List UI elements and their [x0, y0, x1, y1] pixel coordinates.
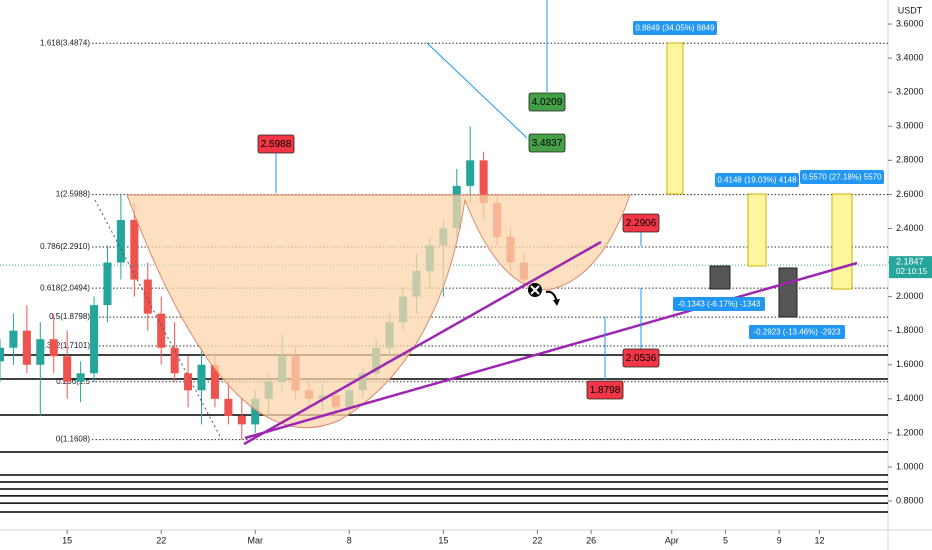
- y-tick-label: 1.4000: [896, 393, 924, 403]
- candle-body: [90, 305, 99, 374]
- background-layer: 1.618(3.4874) 1(2.5988) 0.786(2.2910) 0.618…: [0, 38, 888, 513]
- trendline: [244, 261, 858, 440]
- candle-body: [210, 364, 219, 399]
- candle-body: [197, 364, 206, 391]
- x-tick-label: Apr: [665, 535, 679, 545]
- annotation-label: 2.2906: [626, 218, 657, 229]
- candle-body: [251, 398, 260, 425]
- y-tick-label: 0.8000: [896, 495, 924, 505]
- candle-body: [49, 339, 58, 357]
- fib-trend: [94, 199, 223, 441]
- drawings: [94, 0, 858, 446]
- candle-body: [22, 330, 31, 365]
- long-position: [666, 42, 684, 195]
- candle-body: [76, 373, 85, 382]
- x-tick-label: 22: [156, 535, 166, 545]
- annotation-label: 0.8849 (34.05%) 8849: [635, 24, 715, 33]
- annotation-label: -0.2923 (-13.46%) -2923: [753, 328, 841, 337]
- currency-label: USDT: [898, 5, 923, 15]
- long-position: [747, 193, 767, 267]
- annotation-label: 1.8798: [590, 385, 621, 396]
- cup-and-handle: [126, 194, 631, 429]
- annotation-label: 3.4837: [532, 138, 563, 149]
- annotation-box: [528, 92, 566, 112]
- y-tick-label: 1.8000: [896, 325, 924, 335]
- fib-label: 0.236(1.5: [56, 377, 90, 386]
- y-tick-label: 3.0000: [896, 121, 924, 131]
- annotation-box: [622, 213, 660, 233]
- annotation-box: [800, 170, 884, 184]
- measure-line: [426, 42, 528, 139]
- fib-label: 0.382(1.7101): [40, 341, 90, 350]
- candle-body: [224, 398, 233, 416]
- candle-body: [479, 160, 488, 203]
- x-tick-label: 8: [347, 535, 352, 545]
- last-price-label: 2.1847: [896, 257, 924, 267]
- x-tick-label: 15: [62, 535, 72, 545]
- annotation-label: 0.5570 (27.18%) 5570: [802, 173, 882, 182]
- candle-body: [466, 160, 475, 186]
- candle-body: [130, 219, 139, 280]
- candle-body: [0, 347, 5, 362]
- annotation-box: [586, 380, 624, 400]
- x-tick-label: 15: [438, 535, 448, 545]
- candle-body: [36, 339, 45, 365]
- y-tick-label: 2.4000: [896, 223, 924, 233]
- y-tick-label: 1.2000: [896, 427, 924, 437]
- annotation-box: [673, 297, 765, 311]
- fib-label: 1(2.5988): [56, 190, 91, 199]
- annotation-box: [257, 134, 295, 154]
- long-position: [831, 193, 853, 290]
- annotation-box: [622, 348, 660, 368]
- candle-body: [237, 415, 246, 425]
- fib-label: 1.618(3.4874): [40, 38, 90, 47]
- annotation-label: 4.0209: [532, 97, 563, 108]
- annotation-label: 2.0536: [626, 353, 657, 364]
- annotation-label: 2.5988: [261, 139, 292, 150]
- candle-body: [63, 356, 72, 382]
- annotation-box: [633, 21, 717, 35]
- y-tick-label: 3.6000: [896, 18, 924, 28]
- candle-body: [184, 373, 193, 391]
- cross-marker-x: [530, 285, 540, 295]
- y-tick-label: 2.6000: [896, 189, 924, 199]
- x-tick-label: Mar: [247, 535, 263, 545]
- y-tick-label: 2.0000: [896, 291, 924, 301]
- candle-body: [103, 262, 112, 306]
- candle-body: [9, 330, 18, 348]
- short-position: [778, 267, 798, 318]
- arrow-head: [553, 299, 560, 306]
- y-tick-label: 3.4000: [896, 52, 924, 62]
- x-tick-label: 5: [723, 535, 728, 545]
- fib-label: 0.5(1.8798): [49, 312, 90, 321]
- countdown: 02:10:15: [896, 267, 928, 276]
- fib-label: 0.618(2.0494): [40, 283, 90, 292]
- annotation-box: [749, 325, 845, 339]
- x-tick-label: 26: [586, 535, 596, 545]
- x-tick-label: 9: [777, 535, 782, 545]
- last-price-box: [889, 256, 932, 279]
- candle-body: [143, 279, 152, 314]
- fib-label: 0.786(2.2910): [40, 242, 90, 251]
- trendline: [243, 240, 602, 446]
- y-tick-label: 1.0000: [896, 461, 924, 471]
- candle-body: [116, 219, 125, 263]
- candle-body: [157, 313, 166, 348]
- y-tick-label: 3.2000: [896, 87, 924, 97]
- annotation-box: [528, 133, 566, 153]
- x-tick-label: 12: [814, 535, 824, 545]
- annotation-label: 0.4148 (19.03%) 4148: [717, 176, 797, 185]
- candle-body: [170, 347, 179, 374]
- annotation-label: -0.1343 (-6.17%) -1343: [678, 300, 761, 309]
- short-position: [709, 265, 731, 290]
- annotation-box: [715, 173, 799, 187]
- fib-label: 0(1.1608): [56, 435, 91, 444]
- y-tick-label: 1.6000: [896, 359, 924, 369]
- y-tick-label: 2.8000: [896, 155, 924, 165]
- x-tick-label: 22: [532, 535, 542, 545]
